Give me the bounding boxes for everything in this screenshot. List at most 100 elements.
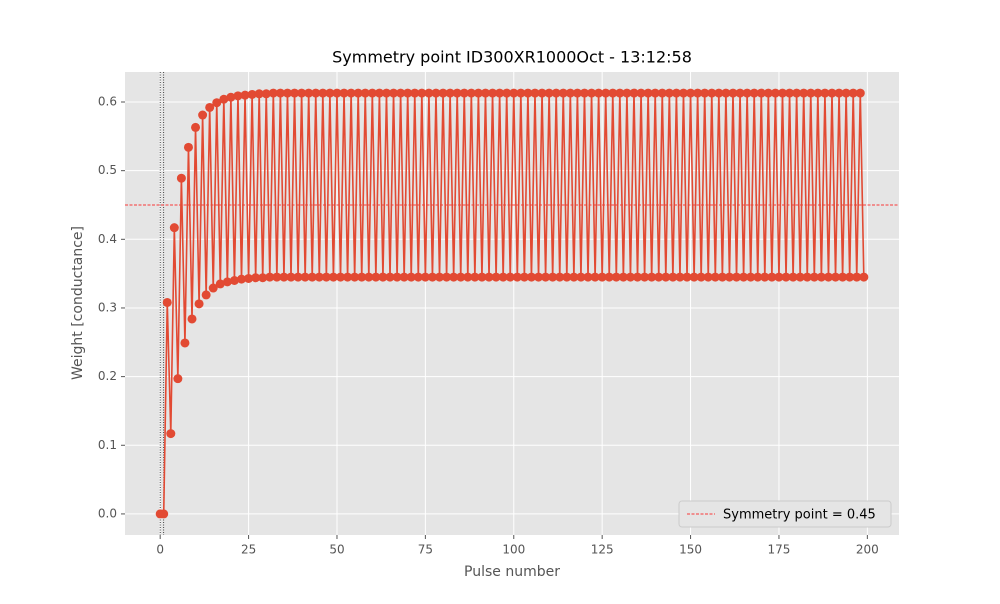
point: [841, 88, 851, 98]
point: [332, 88, 342, 98]
point: [604, 272, 614, 282]
point: [749, 88, 759, 98]
point: [848, 88, 858, 98]
y-tick-label: 0.6: [98, 95, 117, 109]
point: [633, 272, 643, 282]
x-tick-label: 100: [502, 543, 525, 557]
point: [859, 272, 869, 282]
y-tick-label: 0.3: [98, 300, 117, 314]
point: [622, 88, 632, 98]
point: [717, 272, 727, 282]
point: [191, 122, 201, 132]
point: [767, 272, 777, 282]
point: [442, 272, 452, 282]
point: [739, 272, 749, 282]
point: [307, 272, 317, 282]
point: [389, 88, 399, 98]
x-tick-label: 0: [156, 543, 164, 557]
legend-label: Symmetry point = 0.45: [723, 508, 876, 523]
point: [304, 88, 314, 98]
point: [781, 272, 791, 282]
point: [601, 88, 611, 98]
point: [774, 272, 784, 282]
point: [438, 88, 448, 98]
point: [742, 88, 752, 98]
x-tick-label: 50: [329, 543, 344, 557]
point: [721, 88, 731, 98]
point: [488, 88, 498, 98]
point: [831, 272, 841, 282]
point: [785, 88, 795, 98]
point: [756, 88, 766, 98]
point: [360, 88, 370, 98]
point: [512, 272, 522, 282]
point: [463, 272, 473, 282]
series-line: [160, 93, 865, 515]
point: [806, 88, 816, 98]
point: [763, 88, 773, 98]
point: [565, 88, 575, 98]
point: [261, 89, 271, 99]
point: [336, 272, 346, 282]
point: [753, 272, 763, 282]
point: [735, 88, 745, 98]
point: [813, 88, 823, 98]
point: [445, 88, 455, 98]
point: [562, 272, 572, 282]
point: [286, 272, 296, 282]
point: [548, 272, 558, 282]
point: [449, 272, 459, 282]
point: [187, 314, 197, 324]
point: [466, 88, 476, 98]
point: [215, 279, 225, 289]
point: [406, 272, 416, 282]
point: [470, 272, 480, 282]
point: [820, 88, 830, 98]
point: [823, 272, 833, 282]
point: [523, 88, 533, 98]
point: [852, 272, 862, 282]
point: [381, 88, 391, 98]
point: [385, 272, 395, 282]
point: [724, 272, 734, 282]
point: [222, 277, 232, 287]
point: [827, 88, 837, 98]
point: [399, 272, 409, 282]
point: [364, 272, 374, 282]
point: [583, 272, 593, 282]
point: [770, 88, 780, 98]
legend-box: [678, 500, 892, 528]
point: [297, 88, 307, 98]
point: [809, 272, 819, 282]
point: [555, 272, 565, 282]
point: [678, 88, 688, 98]
point: [427, 272, 437, 282]
point: [268, 88, 278, 98]
point: [534, 272, 544, 282]
point: [668, 272, 678, 282]
point: [714, 88, 724, 98]
point: [452, 88, 462, 98]
point: [618, 272, 628, 282]
x-tick-label: 175: [768, 543, 791, 557]
point: [845, 272, 855, 282]
point: [537, 88, 547, 98]
point: [219, 94, 229, 104]
point: [855, 88, 865, 98]
point: [473, 88, 483, 98]
y-tick-label: 0.0: [98, 506, 117, 520]
x-tick-label: 125: [591, 543, 614, 557]
point: [611, 272, 621, 282]
point: [159, 509, 169, 519]
point: [403, 88, 413, 98]
point: [519, 272, 529, 282]
point: [777, 88, 787, 98]
point: [572, 88, 582, 98]
point: [173, 374, 183, 384]
point: [647, 272, 657, 282]
point: [544, 88, 554, 98]
point: [357, 272, 367, 282]
point: [569, 272, 579, 282]
point: [551, 88, 561, 98]
